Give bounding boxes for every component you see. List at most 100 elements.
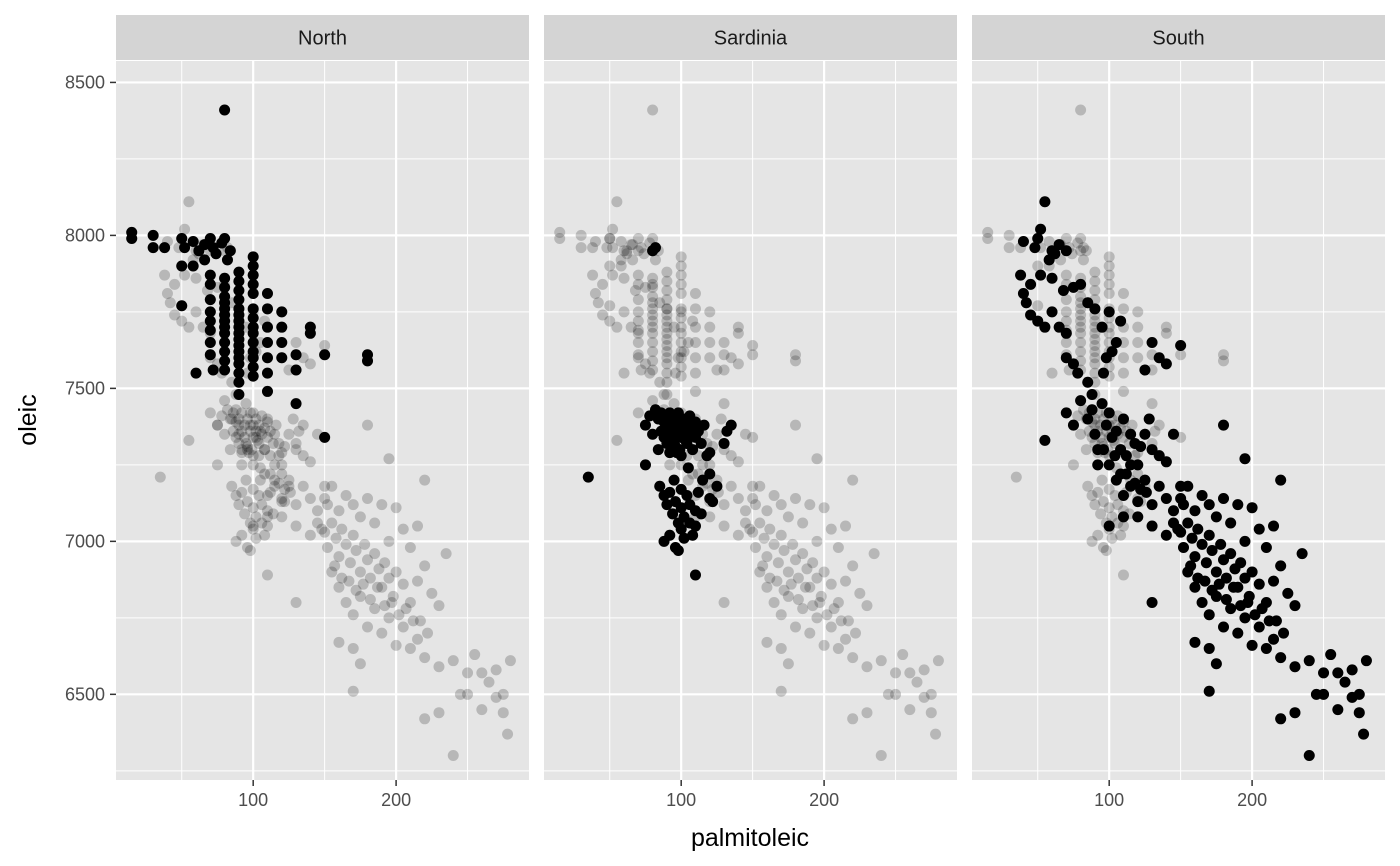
data-point-background: [644, 367, 656, 379]
data-point-background: [847, 474, 859, 486]
data-point: [1117, 511, 1129, 523]
data-point: [204, 336, 216, 348]
data-point: [1275, 560, 1287, 572]
data-point-background: [661, 340, 673, 352]
data-point: [1278, 627, 1290, 639]
data-point-background: [236, 407, 248, 419]
facet-strip-label: North: [298, 28, 347, 50]
data-point-background: [290, 336, 302, 348]
data-point-background: [247, 431, 259, 443]
data-point: [1275, 652, 1287, 664]
data-point-background: [347, 529, 359, 541]
data-point: [1325, 649, 1337, 661]
data-point-background: [287, 413, 299, 425]
data-point-background: [597, 309, 609, 321]
data-point: [1182, 517, 1194, 529]
data-point: [247, 361, 259, 373]
data-point-background: [840, 575, 852, 587]
data-point: [219, 364, 231, 376]
data-point: [1120, 468, 1132, 480]
data-point-background: [211, 419, 223, 431]
data-point-background: [250, 511, 262, 523]
data-point: [126, 226, 138, 238]
data-point: [1139, 474, 1151, 486]
data-point-background: [340, 597, 352, 609]
data-point: [1200, 557, 1212, 569]
data-point: [1189, 505, 1201, 517]
data-point-background: [362, 493, 374, 505]
data-point: [661, 499, 673, 511]
data-point-background: [911, 676, 923, 688]
data-point-background: [259, 468, 271, 480]
data-point-background: [632, 336, 644, 348]
data-point-background: [1096, 474, 1108, 486]
data-point-background: [604, 260, 616, 272]
data-point-background: [336, 572, 348, 584]
data-point-background: [882, 688, 894, 700]
data-point: [1220, 572, 1232, 584]
data-point-background: [279, 441, 291, 453]
data-point-background: [490, 664, 502, 676]
data-point: [689, 569, 701, 581]
data-point-background: [804, 499, 816, 511]
data-point-background: [687, 315, 699, 327]
data-point-background: [447, 750, 459, 762]
data-point-background: [169, 309, 181, 321]
data-point-background: [293, 425, 305, 437]
data-point-background: [250, 425, 262, 437]
data-point-background: [230, 416, 242, 428]
data-point-background: [240, 437, 252, 449]
data-point-background: [390, 566, 402, 578]
data-point-background: [661, 275, 673, 287]
data-point-background: [164, 297, 176, 309]
data-point-background: [347, 685, 359, 697]
data-point: [1153, 480, 1165, 492]
data-point: [1270, 615, 1282, 627]
y-axis-title: oleic: [14, 394, 42, 445]
data-point: [725, 419, 737, 431]
data-point: [1189, 581, 1201, 593]
data-point-background: [638, 248, 650, 260]
data-point-background: [775, 685, 787, 697]
data-point-background: [241, 541, 253, 553]
data-point: [1332, 704, 1344, 716]
data-point-background: [861, 661, 873, 673]
data-point-background: [340, 489, 352, 501]
data-point-background: [359, 538, 371, 550]
data-point: [1035, 269, 1047, 281]
data-point-background: [250, 532, 262, 544]
data-point-background: [1089, 266, 1101, 278]
data-point: [698, 419, 710, 431]
data-point-background: [611, 196, 623, 208]
data-point-background: [554, 232, 566, 244]
data-point-background: [918, 664, 930, 676]
data-point-background: [476, 667, 488, 679]
data-point-background: [259, 529, 271, 541]
data-point-background: [1077, 242, 1089, 254]
data-point: [1039, 196, 1051, 208]
data-point-background: [1075, 303, 1087, 315]
data-point: [1046, 306, 1058, 318]
data-point-background: [336, 523, 348, 535]
data-point-background: [632, 349, 644, 361]
data-point-background: [1060, 336, 1072, 348]
data-point-background: [832, 597, 844, 609]
data-point: [1215, 538, 1227, 550]
data-point: [1185, 560, 1197, 572]
data-point: [1060, 245, 1072, 257]
data-point-background: [264, 450, 276, 462]
data-point-background: [1132, 468, 1144, 480]
data-point: [233, 266, 245, 278]
data-point: [1092, 459, 1104, 471]
data-point-background: [319, 526, 331, 538]
data-point: [1210, 658, 1222, 670]
data-point-background: [397, 578, 409, 590]
y-tick-label: 6500: [65, 684, 105, 704]
data-point-background: [343, 575, 355, 587]
data-point-background: [604, 232, 616, 244]
data-point-background: [379, 600, 391, 612]
data-point-background: [236, 425, 248, 437]
data-point-background: [611, 434, 623, 446]
data-point: [639, 459, 651, 471]
data-point: [1139, 364, 1151, 376]
